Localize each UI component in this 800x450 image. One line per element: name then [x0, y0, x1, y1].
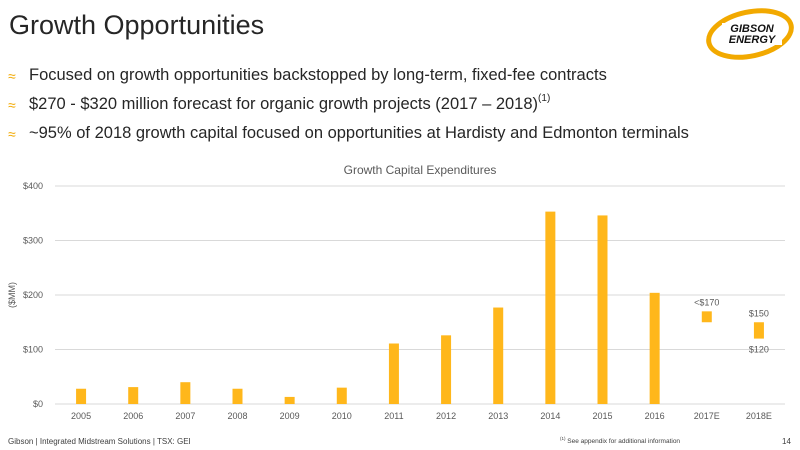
- x-tick-label: 2018E: [746, 411, 772, 421]
- y-tick-label: $100: [23, 345, 43, 355]
- bullet-item: ≈ $270 - $320 million forecast for organ…: [8, 93, 798, 124]
- bar: [336, 387, 347, 404]
- footer-footnote: (1) See appendix for additional informat…: [560, 436, 681, 446]
- bullet-mark-icon: ≈: [8, 97, 16, 113]
- x-tick-label: 2016: [645, 411, 665, 421]
- bar: [232, 388, 243, 404]
- page-number: 14: [782, 437, 791, 446]
- bar: [545, 211, 556, 404]
- bullet-text: Focused on growth opportunities backstop…: [29, 66, 607, 84]
- x-tick-label: 2017E: [694, 411, 720, 421]
- x-tick-label: 2012: [436, 411, 456, 421]
- bullet-item: ≈ Focused on growth opportunities backst…: [8, 66, 798, 95]
- svg-text:GIBSON: GIBSON: [730, 23, 774, 35]
- gibson-energy-logo: GIBSON ENERGY: [706, 8, 794, 60]
- y-tick-label: $200: [23, 290, 43, 300]
- bullet-text: $270 - $320 million forecast for organic…: [29, 93, 551, 113]
- bar: [388, 343, 399, 404]
- bar: [597, 215, 608, 404]
- x-tick-label: 2005: [71, 411, 91, 421]
- range-high-label: $150: [749, 308, 769, 318]
- bar: [649, 292, 660, 404]
- range-low-label: $120: [749, 345, 769, 355]
- bullet-mark-icon: ≈: [8, 68, 16, 84]
- footnote-ref: (1): [538, 93, 551, 104]
- bar: [284, 396, 295, 404]
- svg-text:ENERGY: ENERGY: [729, 34, 777, 46]
- x-tick-label: 2014: [540, 411, 560, 421]
- x-tick-label: 2006: [123, 411, 143, 421]
- range-bar: [701, 311, 712, 323]
- x-tick-label: 2007: [175, 411, 195, 421]
- x-tick-label: 2009: [280, 411, 300, 421]
- x-tick-label: 2013: [488, 411, 508, 421]
- x-tick-label: 2011: [384, 411, 403, 421]
- growth-capex-chart: Growth Capital Expenditures ($MM) $0 $100 $2…: [7, 163, 785, 421]
- footer-company: Gibson | Integrated Midstream Solutions …: [8, 437, 191, 446]
- bar: [493, 307, 504, 404]
- range-bar: [753, 322, 764, 339]
- y-tick-label: $300: [23, 236, 43, 246]
- y-tick-label: $400: [23, 181, 43, 191]
- bullet-mark-icon: ≈: [8, 126, 16, 142]
- bar: [441, 335, 452, 404]
- x-tick-label: 2015: [592, 411, 612, 421]
- bar: [180, 382, 191, 404]
- bullet-item: ≈ ~95% of 2018 growth capital focused on…: [8, 124, 798, 153]
- bullet-text: ~95% of 2018 growth capital focused on o…: [29, 124, 689, 142]
- chart-title: Growth Capital Expenditures: [344, 163, 497, 177]
- x-tick-label: 2010: [332, 411, 352, 421]
- bullet-list: ≈ Focused on growth opportunities backst…: [8, 66, 798, 153]
- bar: [128, 387, 139, 404]
- y-tick-label: $0: [33, 399, 43, 409]
- bar: [76, 388, 87, 404]
- x-tick-label: 2008: [227, 411, 247, 421]
- range-high-label: <$170: [694, 297, 719, 307]
- page-title: Growth Opportunities: [9, 10, 265, 40]
- y-axis-label: ($MM): [7, 282, 17, 308]
